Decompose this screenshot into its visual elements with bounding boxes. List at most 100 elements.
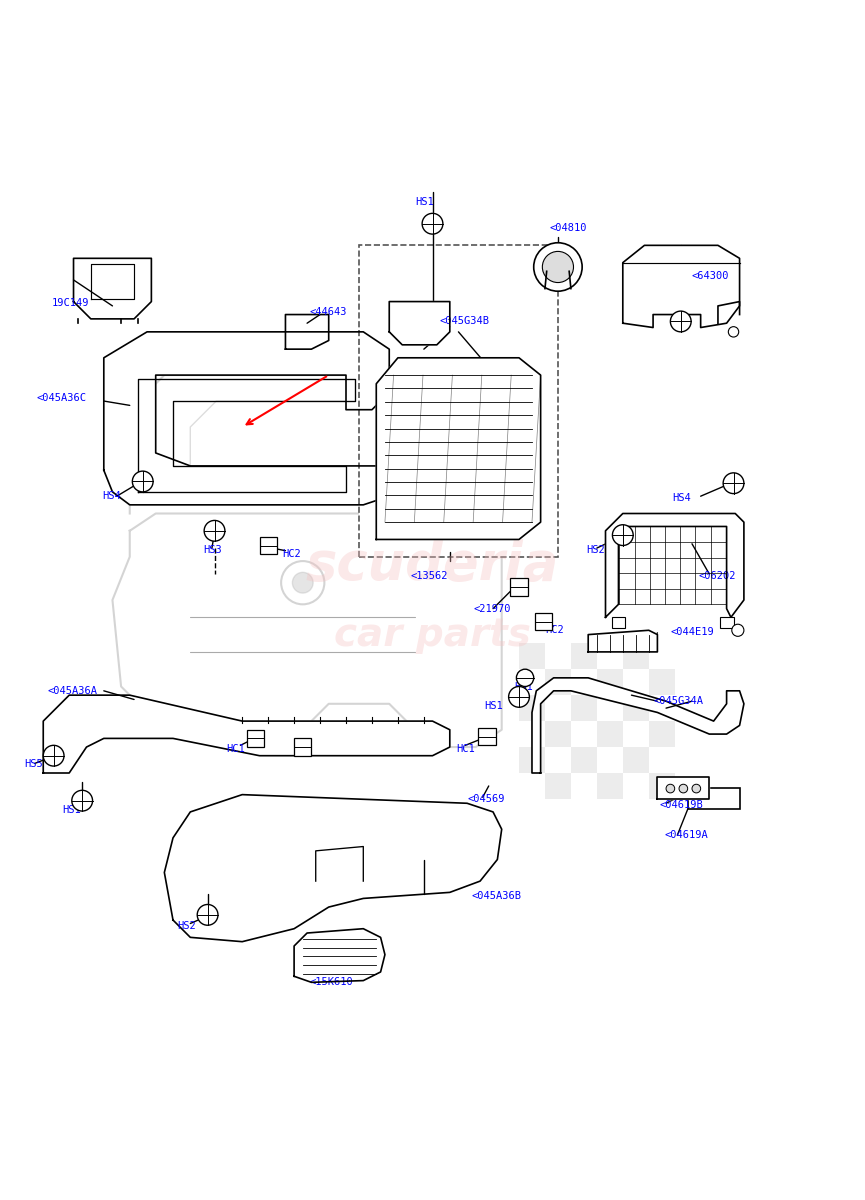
- Circle shape: [132, 472, 153, 492]
- Bar: [545, 670, 571, 695]
- Bar: [571, 773, 597, 799]
- Bar: [649, 695, 675, 721]
- Text: <06202: <06202: [699, 571, 736, 581]
- Text: HS4: HS4: [102, 491, 121, 502]
- Circle shape: [197, 905, 218, 925]
- Polygon shape: [532, 678, 744, 773]
- Bar: [649, 748, 675, 773]
- Text: <21970: <21970: [473, 604, 510, 613]
- Circle shape: [292, 572, 313, 593]
- Polygon shape: [588, 630, 657, 652]
- Text: HC1: HC1: [227, 744, 246, 754]
- Bar: [545, 748, 571, 773]
- Text: HS2: HS2: [586, 545, 606, 554]
- Text: HC2: HC2: [545, 625, 564, 635]
- Bar: [510, 578, 528, 595]
- Text: <045A36C: <045A36C: [36, 394, 86, 403]
- Bar: [519, 643, 545, 670]
- Bar: [597, 721, 623, 748]
- Bar: [519, 748, 545, 773]
- Text: <64300: <64300: [692, 271, 729, 281]
- Bar: [535, 613, 552, 630]
- Circle shape: [534, 242, 582, 292]
- Text: <04619A: <04619A: [664, 830, 708, 840]
- Bar: [571, 670, 597, 695]
- Text: <15K610: <15K610: [310, 977, 354, 988]
- Bar: [359, 245, 558, 557]
- Text: HS5: HS5: [24, 760, 43, 769]
- Bar: [623, 721, 649, 748]
- Text: HS4: HS4: [672, 493, 691, 503]
- Text: HS1: HS1: [484, 701, 503, 710]
- Circle shape: [670, 311, 691, 332]
- Text: HC1: HC1: [456, 744, 475, 754]
- Bar: [623, 670, 649, 695]
- Polygon shape: [623, 245, 740, 328]
- Circle shape: [692, 785, 701, 793]
- Bar: [519, 721, 545, 748]
- Bar: [571, 721, 597, 748]
- Circle shape: [612, 524, 633, 546]
- Bar: [478, 728, 496, 745]
- Polygon shape: [606, 514, 744, 617]
- Text: HS1: HS1: [415, 197, 434, 208]
- Circle shape: [204, 521, 225, 541]
- Circle shape: [679, 785, 688, 793]
- Polygon shape: [294, 929, 385, 983]
- Bar: [519, 695, 545, 721]
- Bar: [623, 773, 649, 799]
- Bar: [571, 695, 597, 721]
- Circle shape: [43, 745, 64, 766]
- Polygon shape: [74, 258, 151, 319]
- Bar: [545, 695, 571, 721]
- Polygon shape: [164, 794, 502, 942]
- Text: 19C149: 19C149: [52, 299, 89, 308]
- Bar: [597, 670, 623, 695]
- Bar: [519, 670, 545, 695]
- Circle shape: [728, 326, 739, 337]
- Polygon shape: [285, 314, 329, 349]
- Bar: [649, 721, 675, 748]
- Text: <045A36B: <045A36B: [471, 890, 522, 901]
- Bar: [623, 695, 649, 721]
- Circle shape: [509, 686, 529, 707]
- Text: HS3: HS3: [203, 545, 222, 554]
- Bar: [612, 617, 625, 628]
- Bar: [688, 787, 740, 809]
- Text: <04810: <04810: [549, 223, 586, 233]
- Text: <04619B: <04619B: [659, 800, 703, 810]
- Text: HC2: HC2: [282, 550, 301, 559]
- Polygon shape: [43, 695, 450, 773]
- Bar: [623, 643, 649, 670]
- Circle shape: [72, 791, 93, 811]
- Bar: [545, 721, 571, 748]
- Bar: [623, 748, 649, 773]
- Text: <13562: <13562: [411, 571, 448, 581]
- Polygon shape: [104, 332, 389, 505]
- Bar: [519, 773, 545, 799]
- Text: <045G34B: <045G34B: [439, 316, 490, 325]
- Bar: [597, 773, 623, 799]
- Text: <04569: <04569: [467, 794, 504, 804]
- Bar: [247, 730, 264, 748]
- Bar: [720, 617, 734, 628]
- Text: <045A36A: <045A36A: [48, 686, 98, 696]
- Bar: [649, 643, 675, 670]
- Polygon shape: [657, 778, 709, 799]
- Text: <045G34A: <045G34A: [653, 696, 703, 707]
- Circle shape: [516, 670, 534, 686]
- Bar: [649, 670, 675, 695]
- Text: <44643: <44643: [310, 307, 347, 317]
- Text: car parts: car parts: [334, 616, 531, 654]
- Bar: [597, 695, 623, 721]
- Bar: [597, 748, 623, 773]
- Bar: [649, 773, 675, 799]
- Circle shape: [723, 473, 744, 493]
- Bar: [260, 536, 277, 554]
- Circle shape: [422, 214, 443, 234]
- Bar: [545, 773, 571, 799]
- Text: HN1: HN1: [515, 682, 534, 691]
- Circle shape: [732, 624, 744, 636]
- Circle shape: [542, 252, 573, 282]
- Text: HS1: HS1: [62, 805, 81, 815]
